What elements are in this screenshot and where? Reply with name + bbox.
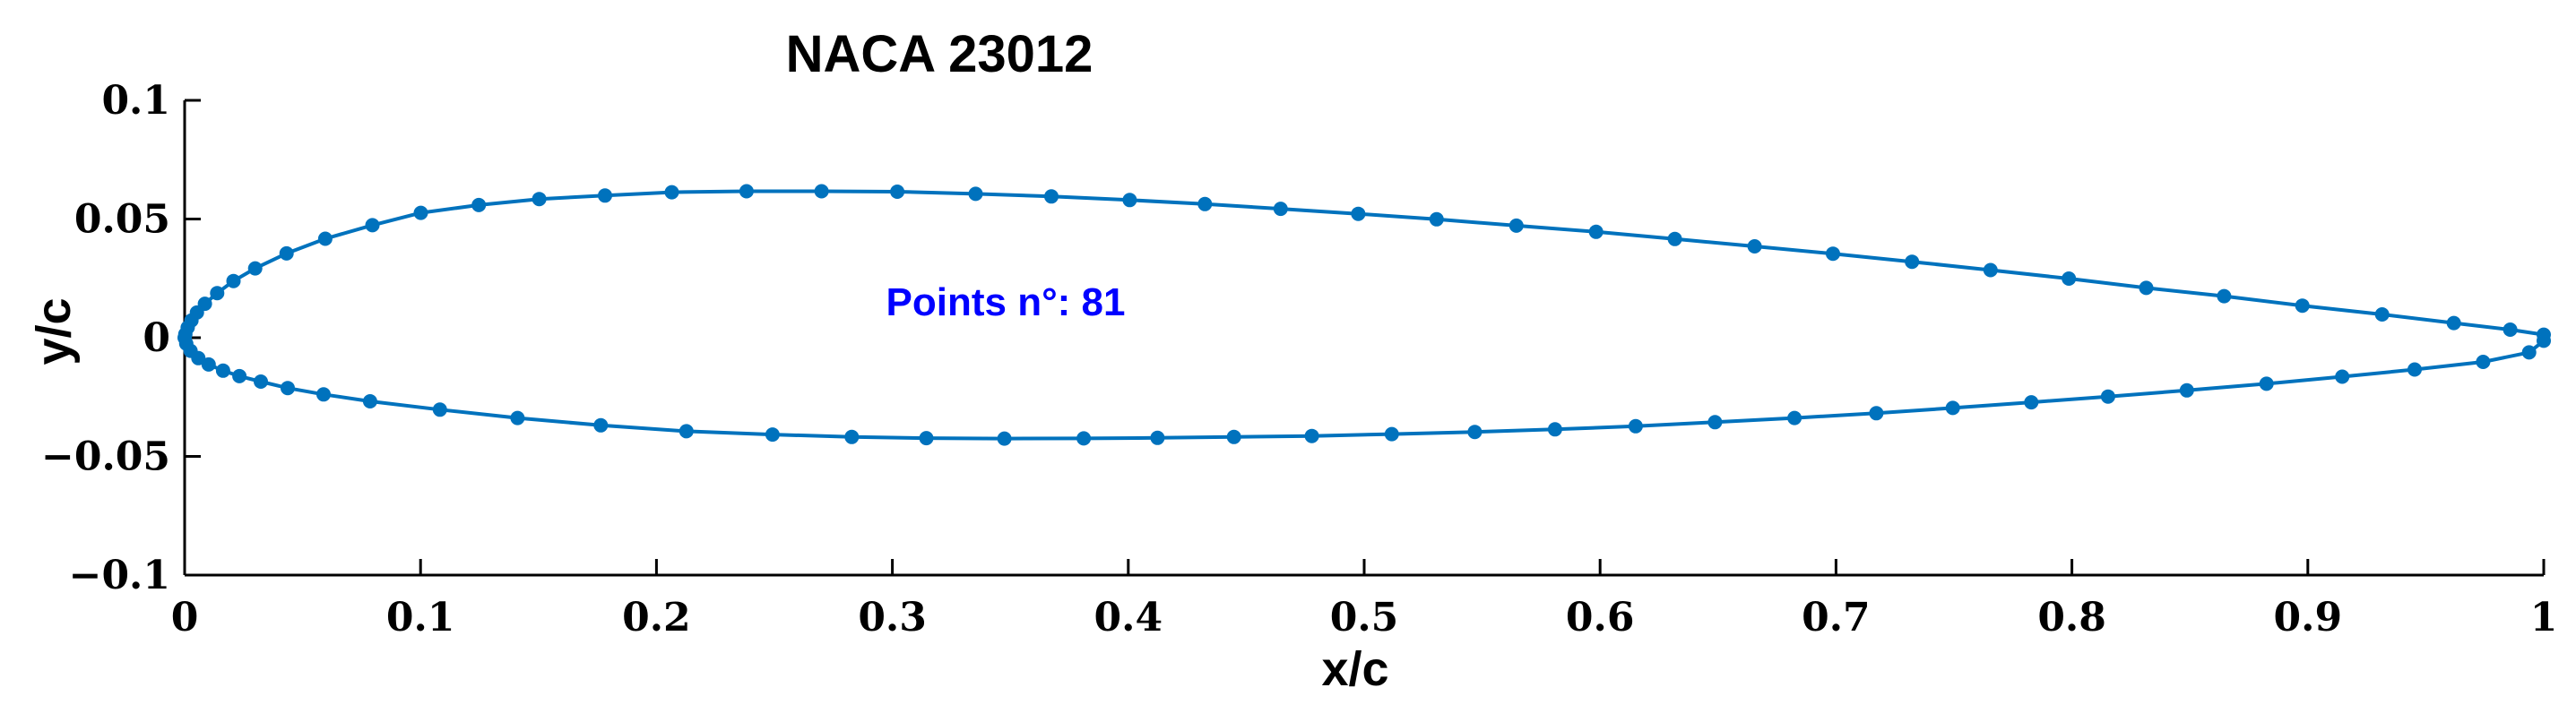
data-point	[1787, 410, 1802, 425]
x-tick-label: 0	[171, 595, 199, 640]
data-point	[232, 368, 247, 383]
data-point	[247, 261, 263, 276]
data-point	[2335, 369, 2350, 384]
data-point	[1707, 415, 1723, 430]
data-point	[2374, 307, 2390, 322]
data-point	[1869, 406, 1884, 421]
data-point	[2537, 333, 2551, 348]
data-point	[2062, 271, 2077, 286]
data-point	[765, 427, 780, 443]
x-axis-label: x/c	[1321, 642, 1388, 696]
y-tick-label: −0.05	[41, 434, 170, 480]
x-tick-label: 0.4	[1094, 595, 1163, 640]
data-point	[201, 357, 216, 372]
x-tick-label: 0.8	[2037, 595, 2106, 640]
data-point	[664, 185, 679, 200]
points-count-annotation: Points n°: 81	[886, 280, 1126, 324]
data-point	[317, 231, 333, 246]
data-point	[1076, 431, 1092, 446]
y-axis-label: y/c	[27, 297, 81, 365]
data-point	[2446, 315, 2461, 331]
data-point	[362, 394, 377, 408]
data-point	[739, 184, 754, 199]
data-point	[1467, 425, 1482, 440]
data-point	[413, 205, 428, 220]
data-point	[2217, 288, 2232, 304]
data-point	[316, 387, 331, 402]
y-tick-label: 0	[143, 315, 170, 361]
data-point	[1747, 239, 1762, 254]
data-point	[919, 431, 934, 446]
data-point	[2139, 280, 2154, 296]
data-point	[2503, 322, 2518, 337]
data-point	[510, 410, 525, 425]
x-tick-label: 0.3	[858, 595, 927, 640]
data-point	[2024, 395, 2039, 410]
plot-area	[177, 184, 2551, 446]
data-point	[191, 350, 206, 365]
axes: 0 0.1 0.2 0.3 0.4 0.5 0.6 0.7 0.8 0.9 1 −0.1 −0.05 0 0…	[41, 78, 2557, 640]
data-point	[997, 431, 1012, 446]
y-tick-label: 0.1	[101, 78, 170, 124]
data-point	[471, 197, 487, 212]
data-point	[814, 184, 829, 199]
data-point	[593, 417, 609, 433]
data-point	[1122, 193, 1137, 208]
data-point	[2179, 382, 2194, 398]
data-point	[2100, 389, 2115, 404]
data-point	[1667, 231, 1682, 246]
data-point	[226, 273, 241, 288]
data-point	[1983, 262, 1998, 278]
data-point	[1384, 426, 1399, 442]
data-point	[1304, 428, 1319, 443]
data-point	[1508, 218, 1524, 233]
data-point	[1588, 224, 1604, 239]
data-point	[254, 374, 268, 389]
x-tick-label: 0.9	[2274, 595, 2343, 640]
data-point	[890, 185, 905, 199]
data-point	[2521, 345, 2537, 360]
data-point	[1150, 430, 1165, 445]
data-point	[1628, 418, 1643, 434]
y-tick-label: 0.05	[74, 197, 170, 243]
data-point	[598, 188, 612, 203]
data-point	[679, 424, 694, 439]
data-point	[1351, 206, 1366, 221]
data-point	[365, 218, 380, 233]
x-tick-label: 0.6	[1566, 595, 1635, 640]
data-point	[532, 192, 547, 207]
x-tick-label: 1	[2530, 595, 2558, 640]
data-point	[1429, 211, 1444, 227]
data-point	[968, 186, 983, 202]
data-point	[2295, 298, 2310, 314]
data-point	[1197, 196, 1213, 211]
x-tick-label: 0.2	[622, 595, 691, 640]
data-point	[2476, 355, 2491, 369]
data-point	[2407, 362, 2422, 377]
y-tick-label: −0.1	[69, 553, 170, 598]
data-point	[1226, 429, 1241, 444]
data-point	[215, 363, 230, 378]
data-point	[1945, 400, 1960, 416]
data-point	[1547, 422, 1562, 437]
x-tick-label: 0.7	[1802, 595, 1871, 640]
x-tick-label: 0.5	[1330, 595, 1399, 640]
data-point	[279, 245, 294, 261]
data-point	[844, 429, 860, 444]
data-point	[2259, 376, 2274, 391]
chart-title: NACA 23012	[786, 25, 1094, 83]
x-tick-label: 0.1	[386, 595, 455, 640]
data-point	[281, 381, 295, 396]
data-point	[1905, 254, 1920, 270]
data-point	[1044, 189, 1059, 204]
data-point	[432, 402, 447, 417]
data-point	[1826, 246, 1840, 262]
data-point	[1273, 202, 1288, 217]
data-point	[210, 286, 225, 301]
